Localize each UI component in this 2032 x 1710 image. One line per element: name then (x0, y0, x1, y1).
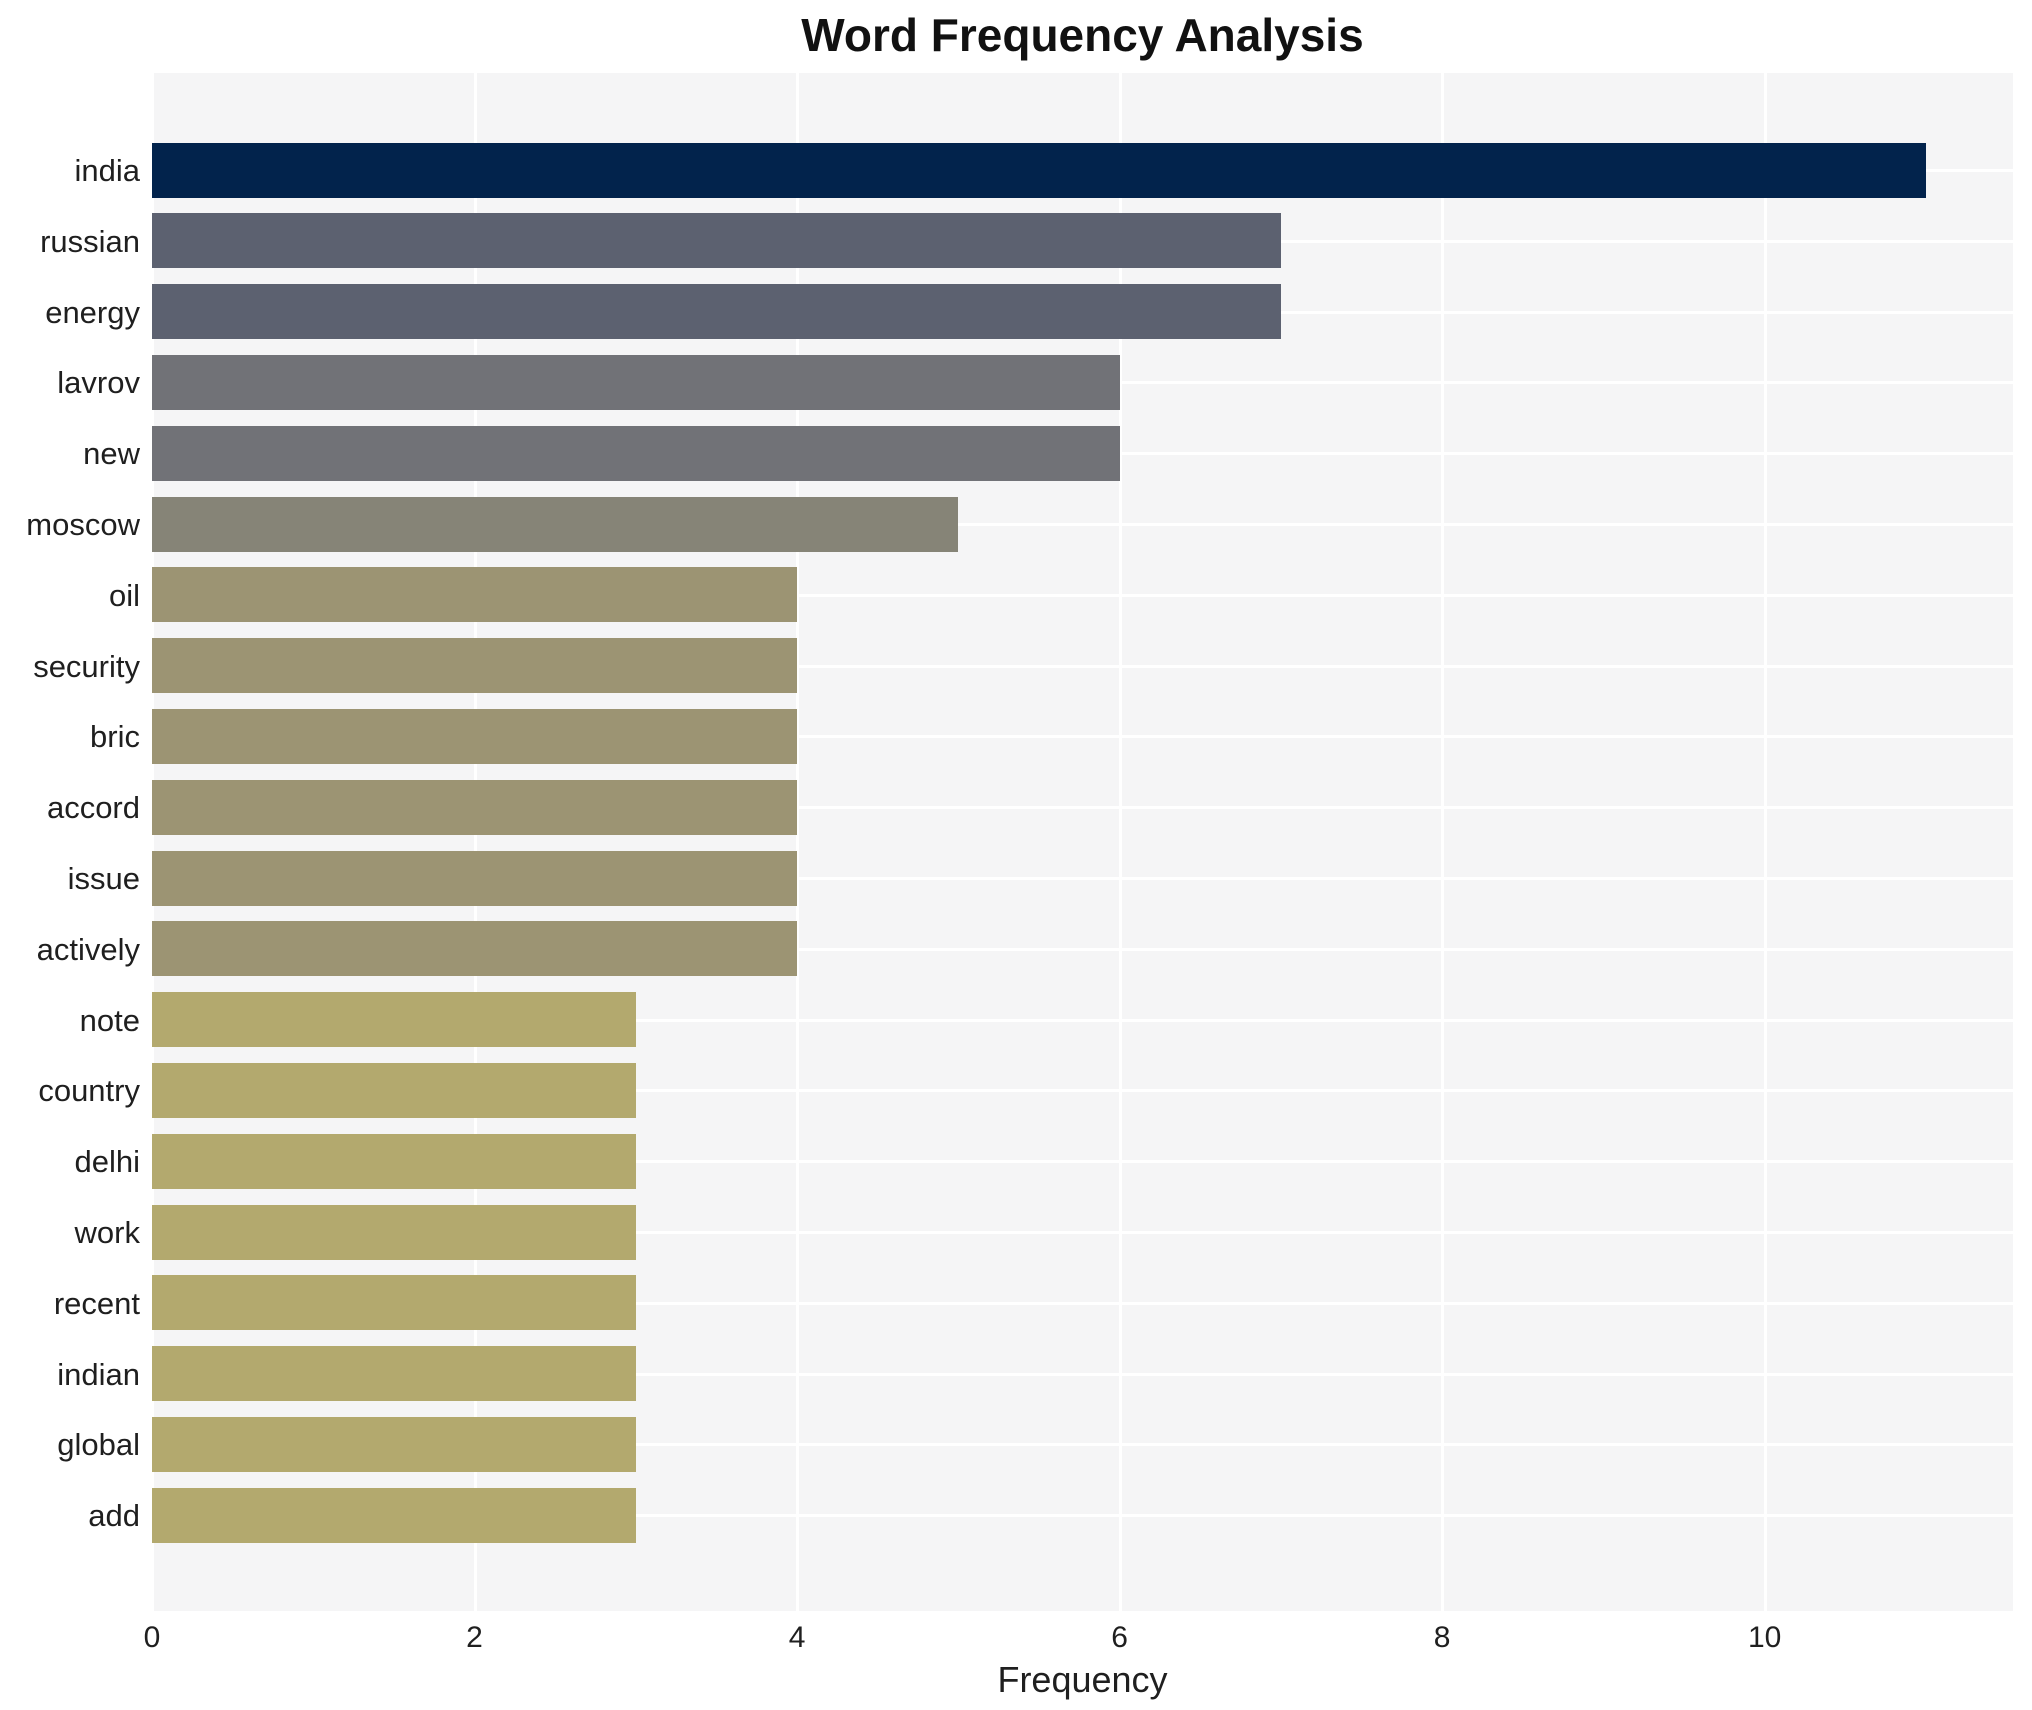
x-tick-label-2: 2 (466, 1621, 483, 1654)
x-tick-label-6: 6 (1111, 1621, 1128, 1654)
bar-work (152, 1204, 636, 1260)
gridline-horizontal (152, 1372, 2013, 1376)
bar-russian (152, 213, 1281, 269)
x-tick-label-4: 4 (788, 1621, 806, 1654)
gridline-horizontal (152, 593, 2013, 597)
category-label-country: country (38, 1073, 140, 1109)
bar-bric (152, 708, 798, 764)
gridline-horizontal (152, 1089, 2013, 1093)
category-label-add: add (88, 1498, 140, 1534)
x-tick-label-8: 8 (1433, 1621, 1451, 1654)
gridline-horizontal (152, 877, 2013, 880)
category-label-india: india (74, 153, 141, 188)
category-label-delhi: delhi (74, 1144, 141, 1180)
bar-oil (152, 567, 798, 623)
bar-recent (152, 1275, 636, 1331)
gridline-horizontal (152, 664, 2013, 668)
x-tick-label-10: 10 (1747, 1621, 1782, 1654)
gridline-horizontal (152, 1443, 2013, 1447)
gridline-horizontal (152, 1018, 2013, 1022)
gridline-vertical (473, 73, 477, 1611)
category-label-actively: actively (36, 931, 140, 967)
category-label-accord: accord (46, 790, 140, 826)
bar-energy (152, 284, 1281, 340)
category-label-note: note (79, 1002, 140, 1038)
category-label-work: work (74, 1215, 140, 1250)
gridline-horizontal (152, 1301, 2013, 1305)
gridline-horizontal (152, 1160, 2013, 1164)
category-label-issue: issue (67, 861, 140, 896)
bar-note (152, 992, 636, 1048)
bar-security (152, 638, 798, 694)
x-axis-title: Frequency (997, 1659, 1168, 1700)
bar-new (152, 425, 1120, 481)
plot-area (151, 73, 2013, 1611)
category-label-bric: bric (90, 719, 140, 755)
bar-accord (152, 779, 798, 835)
bar-issue (152, 850, 798, 906)
bar-indian (152, 1346, 636, 1402)
gridline-horizontal (152, 735, 2013, 739)
gridline-horizontal (152, 1514, 2013, 1518)
gridline-horizontal (152, 947, 2013, 951)
bar-country (152, 1062, 636, 1118)
gridline-horizontal (152, 806, 2013, 810)
bar-add (152, 1487, 636, 1543)
bar-actively (152, 921, 798, 977)
category-label-russian: russian (40, 223, 140, 259)
gridline-vertical (1763, 73, 1767, 1611)
gridline-vertical (151, 73, 154, 1611)
category-label-moscow: moscow (26, 507, 140, 542)
category-label-new: new (83, 436, 140, 472)
gridline-vertical (1441, 73, 1445, 1611)
category-label-global: global (57, 1427, 140, 1463)
bar-delhi (152, 1133, 636, 1189)
gridline-horizontal (152, 1231, 2013, 1234)
gridline-vertical (1118, 73, 1122, 1611)
category-label-energy: energy (45, 294, 140, 330)
bar-global (152, 1416, 636, 1472)
category-label-security: security (33, 648, 140, 684)
category-label-recent: recent (53, 1285, 140, 1321)
category-label-lavrov: lavrov (57, 365, 140, 401)
x-tick-label-0: 0 (143, 1621, 161, 1654)
category-label-oil: oil (108, 577, 140, 613)
chart-title: Word Frequency Analysis (801, 9, 1364, 61)
bar-moscow (152, 496, 959, 552)
bar-lavrov (152, 354, 1120, 410)
gridline-horizontal (152, 523, 2013, 526)
gridline-vertical (796, 73, 800, 1611)
category-label-indian: indian (57, 1356, 140, 1392)
bar-india (152, 142, 1926, 198)
